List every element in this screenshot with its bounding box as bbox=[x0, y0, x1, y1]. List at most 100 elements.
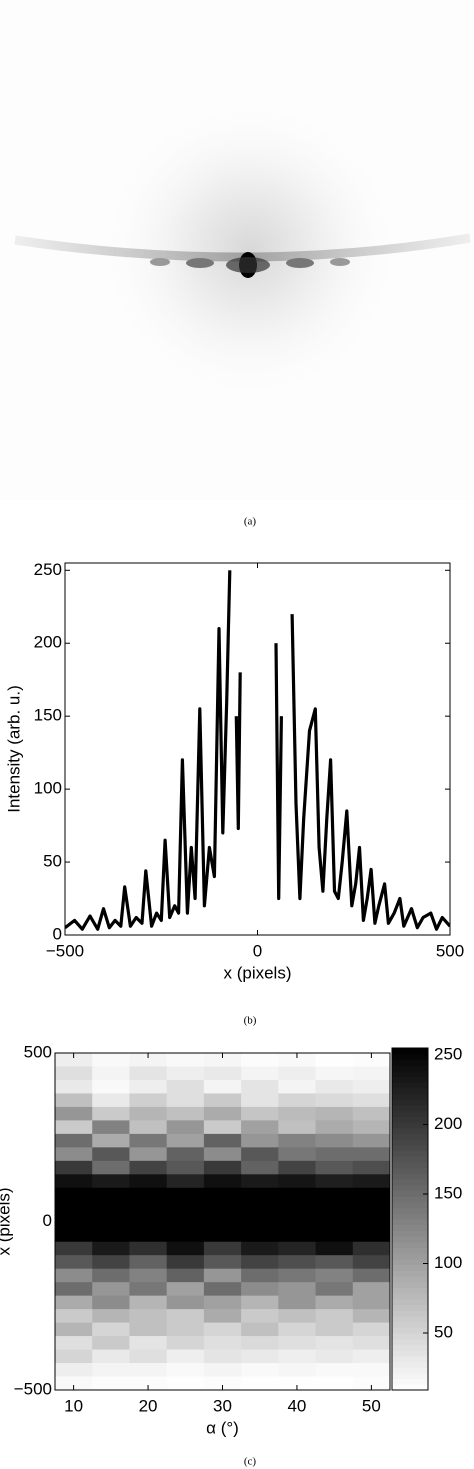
heatmap-cell bbox=[278, 1187, 316, 1202]
heatmap-cell bbox=[203, 1349, 242, 1364]
heatmap-cell bbox=[92, 1053, 130, 1067]
heatmap-cell bbox=[241, 1322, 279, 1337]
heatmap-cell bbox=[55, 1147, 93, 1162]
heatmap-cell bbox=[92, 1160, 130, 1175]
heatmap-cell bbox=[129, 1214, 168, 1229]
heatmap-cell bbox=[55, 1268, 93, 1283]
colorbar-slice bbox=[392, 1213, 428, 1220]
y-tick-label: 50 bbox=[43, 852, 62, 871]
x-tick-label: 40 bbox=[287, 1396, 306, 1415]
heatmap-cell bbox=[315, 1079, 354, 1094]
heatmap-cell bbox=[278, 1363, 316, 1377]
heatmap-cell bbox=[129, 1174, 168, 1189]
heatmap-cell bbox=[203, 1322, 242, 1337]
heatmap-cell bbox=[278, 1241, 316, 1256]
x-axis-label: x (pixels) bbox=[223, 963, 291, 982]
heatmap-cell bbox=[92, 1376, 130, 1391]
colorbar-slice bbox=[392, 1241, 428, 1248]
colorbar-slice bbox=[392, 1310, 428, 1317]
heatmap-cell bbox=[166, 1349, 205, 1364]
heatmap-cell bbox=[278, 1214, 316, 1229]
heatmap-cell bbox=[352, 1255, 391, 1270]
heatmap-cell bbox=[55, 1066, 93, 1081]
heatmap-cell bbox=[166, 1066, 205, 1081]
heatmap-cell bbox=[352, 1160, 391, 1175]
heatmap-cell bbox=[203, 1309, 242, 1323]
heatmap-cell bbox=[92, 1147, 130, 1162]
heatmap-cell bbox=[92, 1309, 130, 1323]
heatmap-cell bbox=[129, 1228, 168, 1243]
heatmap-cell bbox=[315, 1120, 354, 1135]
heatmap-cell bbox=[92, 1255, 130, 1270]
colorbar-slice bbox=[392, 1321, 428, 1328]
heatmap-cell bbox=[278, 1282, 316, 1297]
heatmap-cell bbox=[166, 1282, 205, 1297]
heatmap-cell bbox=[241, 1133, 279, 1148]
heatmap-cell bbox=[352, 1093, 391, 1108]
heatmap-cell bbox=[129, 1376, 168, 1391]
y-tick-label: 100 bbox=[34, 779, 62, 798]
heatmap-cell bbox=[352, 1349, 391, 1364]
heatmap-cell bbox=[55, 1093, 93, 1108]
colorbar-slice bbox=[392, 1133, 428, 1140]
heatmap-cell bbox=[352, 1106, 391, 1121]
heatmap-cell bbox=[55, 1282, 93, 1297]
heatmap-cell bbox=[129, 1147, 168, 1162]
heatmap-cell bbox=[315, 1066, 354, 1081]
colorbar-slice bbox=[392, 1224, 428, 1231]
heatmap-cell bbox=[203, 1214, 242, 1229]
heatmap-cell bbox=[315, 1160, 354, 1175]
heatmap-cell bbox=[129, 1120, 168, 1135]
heatmap-cell bbox=[352, 1174, 391, 1189]
heatmap-cell bbox=[241, 1268, 279, 1283]
heatmap-cell bbox=[166, 1187, 205, 1202]
heatmap-cell bbox=[129, 1349, 168, 1364]
heatmap-cell bbox=[241, 1053, 279, 1067]
heatmap-cell bbox=[241, 1147, 279, 1162]
heatmap-cell bbox=[92, 1322, 130, 1337]
heatmap-cell bbox=[166, 1241, 205, 1256]
heatmap-cell bbox=[315, 1376, 354, 1391]
y-tick-label: 500 bbox=[24, 1042, 52, 1061]
colorbar-tick-label: 200 bbox=[434, 1114, 462, 1133]
colorbar-slice bbox=[392, 1293, 428, 1300]
heatmap-cell bbox=[203, 1053, 242, 1067]
heatmap-cell bbox=[92, 1079, 130, 1094]
heatmap-cell bbox=[203, 1376, 242, 1391]
heatmap-cell bbox=[352, 1295, 391, 1310]
colorbar-slice bbox=[392, 1162, 428, 1169]
heatmap-cell bbox=[278, 1079, 316, 1094]
heatmap-cell bbox=[315, 1309, 354, 1323]
heatmap-cell bbox=[241, 1309, 279, 1323]
heatmap-cell bbox=[278, 1160, 316, 1175]
heatmap-cell bbox=[241, 1241, 279, 1256]
heatmap-cell bbox=[352, 1228, 391, 1243]
heatmap-cell bbox=[315, 1255, 354, 1270]
heatmap-cell bbox=[55, 1053, 93, 1067]
heatmap-cell bbox=[92, 1201, 130, 1216]
heatmap-cell bbox=[352, 1120, 391, 1135]
colorbar-slice bbox=[392, 1076, 428, 1083]
heatmap-cell bbox=[166, 1147, 205, 1162]
colorbar-slice bbox=[392, 1361, 428, 1368]
heatmap-cell bbox=[92, 1349, 130, 1364]
heatmap-cell bbox=[129, 1282, 168, 1297]
heatmap-cell bbox=[352, 1268, 391, 1283]
heatmap-cell bbox=[129, 1093, 168, 1108]
heatmap-cell bbox=[129, 1160, 168, 1175]
heatmap-cell bbox=[92, 1336, 130, 1350]
heatmap-cell bbox=[55, 1295, 93, 1310]
heatmap-cell bbox=[278, 1093, 316, 1108]
y-axis-label: Intensity (arb. u.) bbox=[4, 685, 23, 813]
heatmap-cell bbox=[166, 1295, 205, 1310]
x-tick-label: 20 bbox=[139, 1396, 158, 1415]
heatmap-cell bbox=[315, 1268, 354, 1283]
heatmap-cell bbox=[241, 1282, 279, 1297]
colorbar-slice bbox=[392, 1264, 428, 1271]
heatmap-cell bbox=[203, 1120, 242, 1135]
halo bbox=[90, 90, 410, 410]
heatmap-cell bbox=[352, 1363, 391, 1377]
colorbar-tick-label: 100 bbox=[434, 1253, 462, 1272]
heatmap-cell bbox=[92, 1228, 130, 1243]
